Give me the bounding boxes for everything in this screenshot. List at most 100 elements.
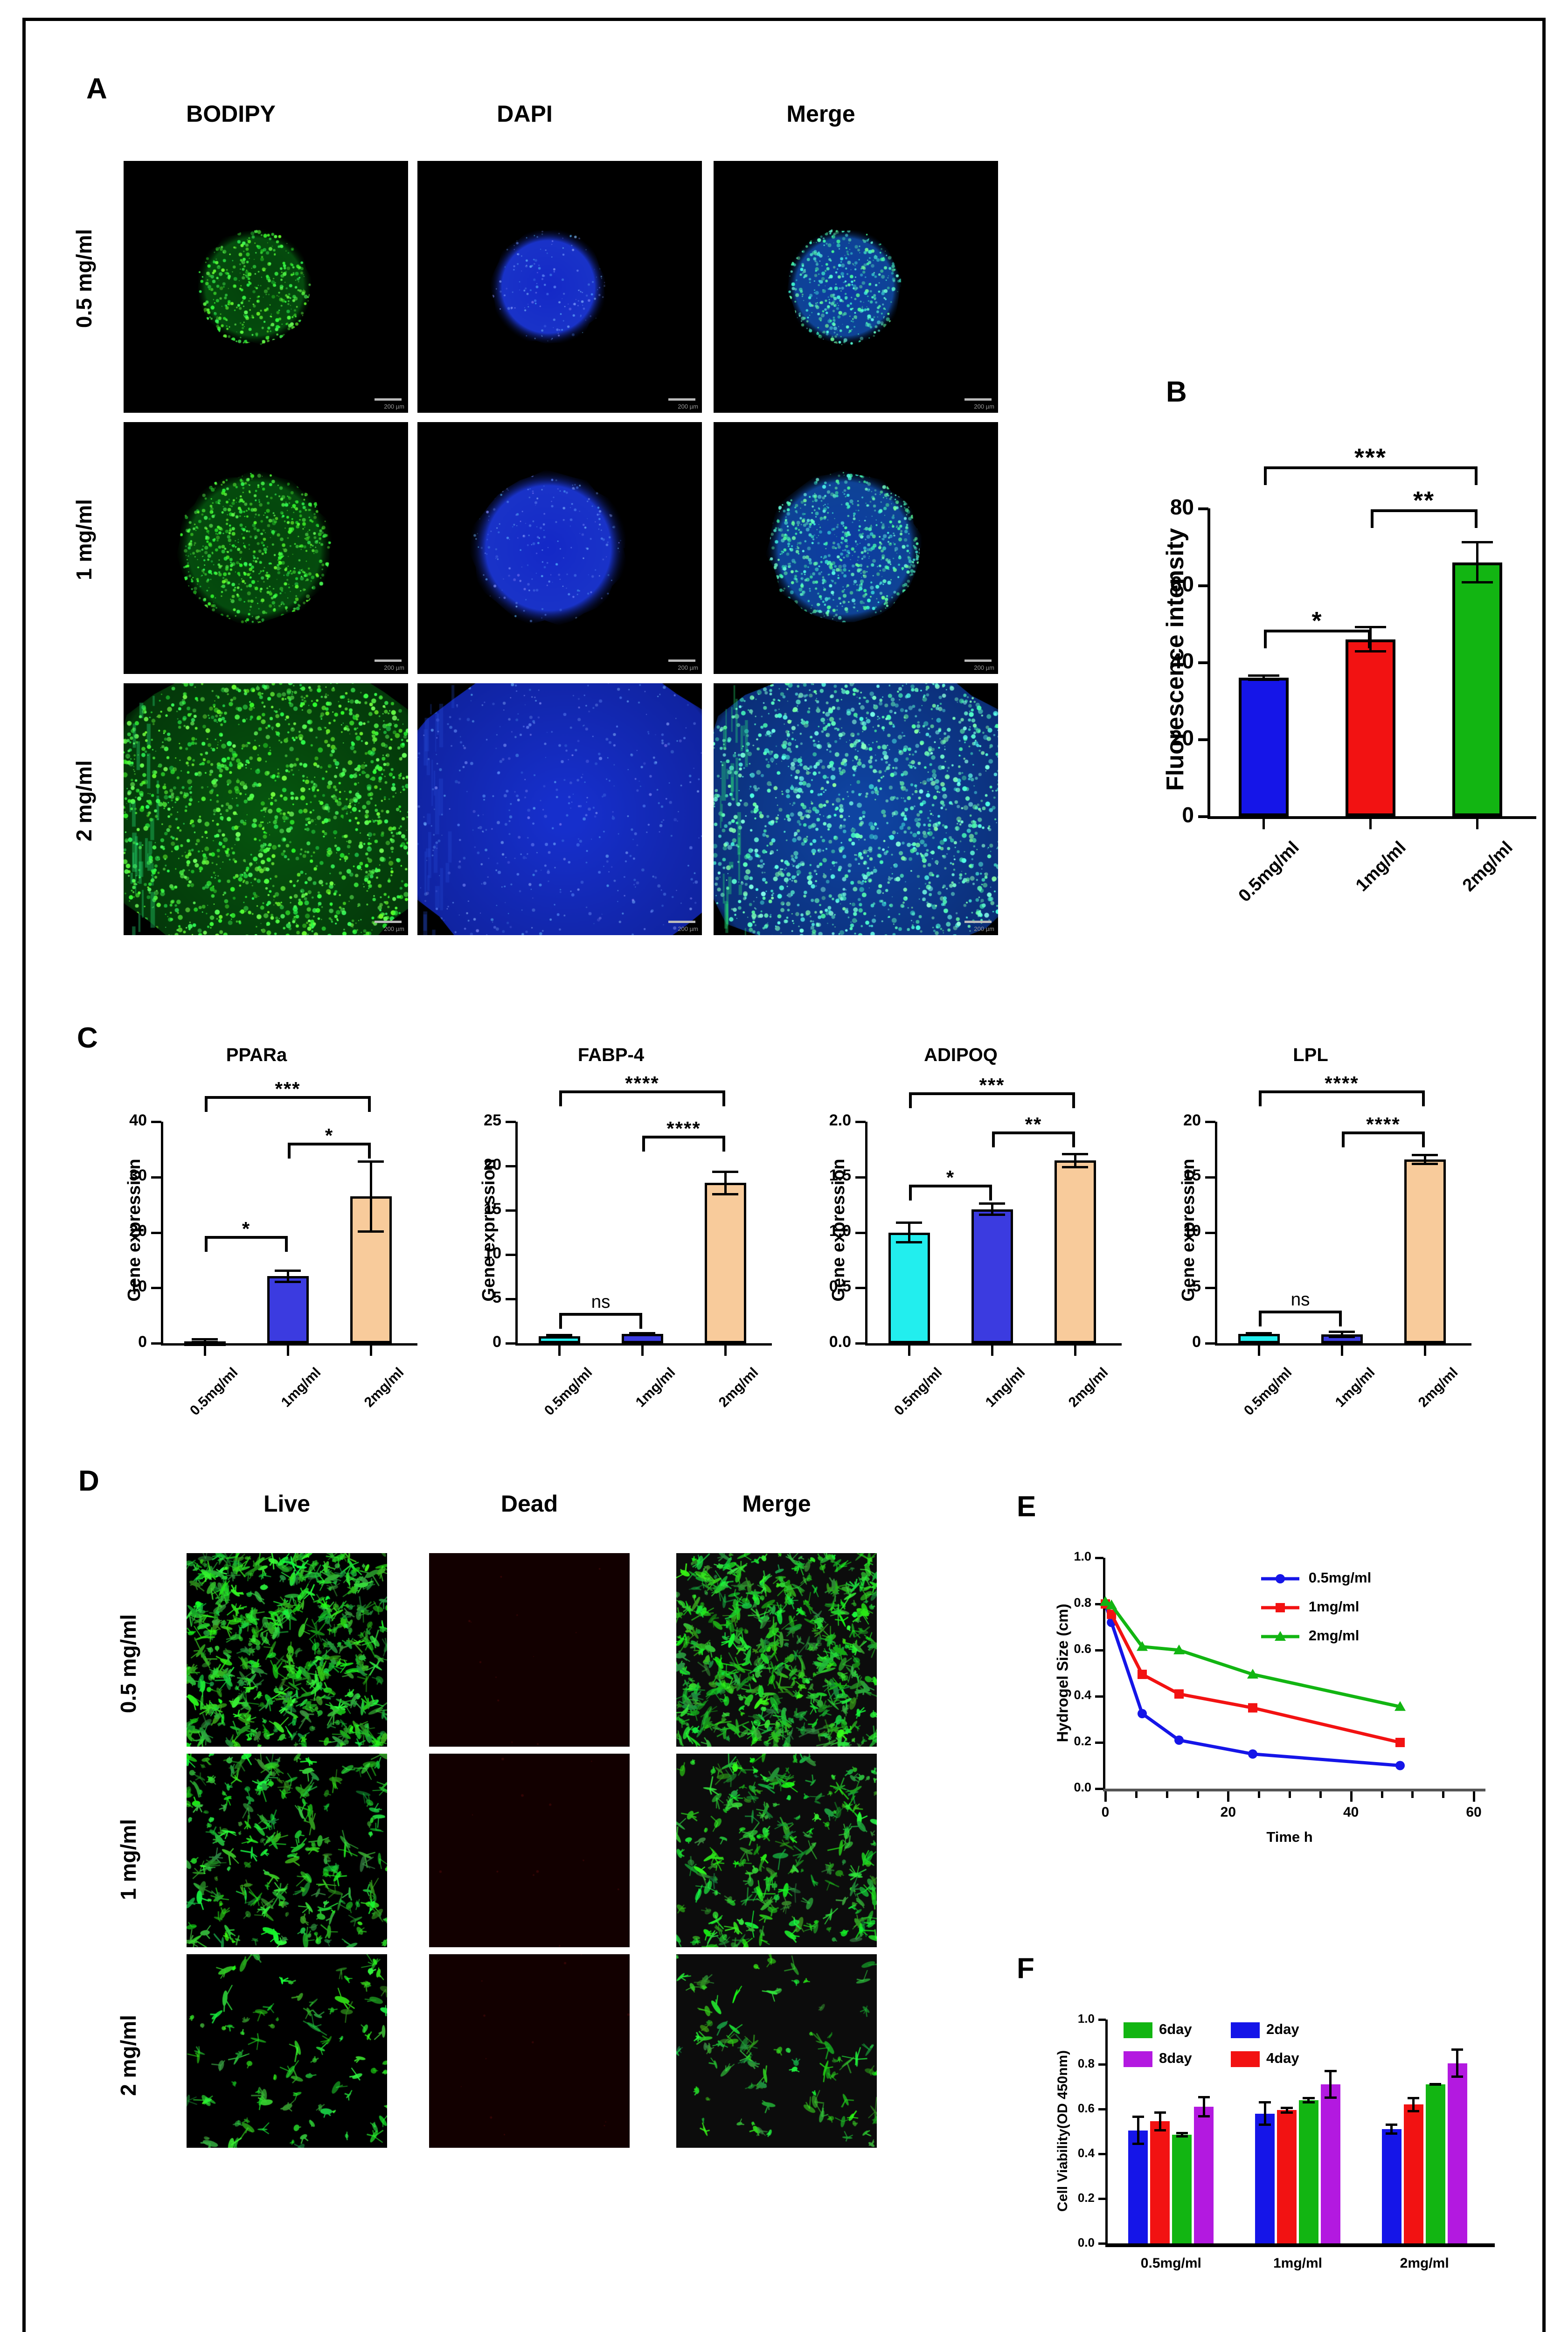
x-tick-label-0: 0.5mg/ml [541, 1365, 596, 1419]
panelD-row-label-0: 0.5 mg/ml [116, 1614, 140, 1714]
bracket-left [1263, 466, 1267, 485]
panelA-column-header-merge: Merge [786, 101, 855, 127]
y-tick-5 [1095, 1557, 1103, 1559]
y-tick-5 [506, 1121, 516, 1123]
y-axis-label: Fluorescence intensity [1162, 527, 1189, 791]
x-tick-10 [1166, 1791, 1168, 1798]
y-tick-label-0: 0 [1182, 802, 1194, 827]
sig-label-0: **** [1325, 1072, 1359, 1095]
sig-bracket-0 [559, 1090, 725, 1106]
x-tick-label-1: 1mg/ml [1332, 1365, 1378, 1410]
y-tick-label-3: 15 [1183, 1166, 1201, 1185]
bar-0.5mg/ml-2day [1128, 2130, 1148, 2243]
y-tick-label-5: 1.0 [1074, 1549, 1091, 1563]
bar-0.5mg/ml-6day [1172, 2135, 1192, 2243]
chart-title: ADIPOQ [924, 1045, 998, 1065]
y-axis-label: Gene expression [828, 1159, 848, 1302]
y-tick-label-3: 60 [1170, 571, 1194, 596]
error-cap-top-2 [1412, 1153, 1438, 1156]
scale-bar [964, 659, 992, 662]
bracket-bar [1263, 466, 1478, 469]
error-bar-2 [1423, 1153, 1426, 1165]
error-cap-bot-2mg/ml-6day [1429, 2083, 1442, 2086]
error-cap-top-1 [275, 1270, 301, 1272]
x-tick-2 [1074, 1346, 1076, 1356]
error-bar-2mg/ml-2day [1390, 2124, 1393, 2135]
series-marker-1mg/ml-3 [1174, 1689, 1184, 1699]
panel-letter-d: D [78, 1465, 99, 1497]
panelA-column-header-dapi: DAPI [497, 101, 553, 127]
series-line-2mg/ml [1104, 1600, 1401, 1708]
bracket-left [642, 1136, 645, 1152]
bracket-right [1367, 630, 1371, 648]
bracket-left [909, 1092, 912, 1108]
y-tick-label-2: 1.0 [829, 1222, 851, 1240]
x-tick-2 [724, 1346, 727, 1356]
y-tick-label-1: 0.5 [829, 1277, 851, 1295]
x-tick-label-1: 20 [1220, 1805, 1236, 1820]
x-tick-label-2: 40 [1343, 1805, 1359, 1820]
bracket-left [1259, 1090, 1262, 1106]
sig-bracket-2 [1263, 630, 1371, 648]
sig-label-0: *** [275, 1078, 301, 1100]
error-cap-bot-1 [979, 1213, 1005, 1216]
sig-bracket-0 [205, 1096, 371, 1112]
error-cap-top-2mg/ml-8day [1451, 2048, 1464, 2051]
scale-bar-label: 200 µm [678, 925, 698, 932]
error-bar-1 [286, 1270, 289, 1283]
x-tick-0 [203, 1346, 206, 1356]
error-bar-1 [991, 1202, 993, 1216]
bracket-bar [205, 1096, 371, 1099]
error-cap-top-0.5mg/ml-2day [1132, 2116, 1144, 2118]
bracket-bar [1342, 1131, 1425, 1134]
y-tick-0 [1205, 1342, 1215, 1345]
y-tick-label-0: 0 [1192, 1333, 1201, 1351]
legend-marker-2mg/ml [1261, 1631, 1299, 1641]
x-tick-2 [1423, 1346, 1426, 1356]
y-tick-label-2: 40 [1170, 648, 1194, 673]
bracket-left [1263, 630, 1267, 648]
error-cap-top-2mg/ml-4day [1408, 2096, 1420, 2099]
error-cap-top-0.5mg/ml-8day [1198, 2096, 1210, 2099]
bracket-right [1339, 1311, 1342, 1326]
error-bar-1 [1340, 1330, 1343, 1339]
panelA-image-r1-c0: 200 µm [124, 422, 408, 674]
sig-label-1: **** [1366, 1113, 1401, 1136]
series-marker-2mg/ml-5 [1395, 1701, 1406, 1711]
x-tick-label-0: 0.5mg/ml [891, 1365, 945, 1419]
legend-label-6day: 6day [1159, 2021, 1192, 2037]
x-tick-label-2: 2mg/ml [361, 1365, 407, 1410]
bracket-right [1422, 1131, 1425, 1147]
bracket-left [205, 1096, 208, 1112]
y-tick-0 [1198, 815, 1208, 818]
error-bar-1mg/ml-2day [1263, 2101, 1266, 2126]
y-tick-label-1: 0.2 [1077, 2191, 1095, 2205]
scale-bar-label: 200 µm [384, 664, 404, 671]
y-axis-line [1207, 508, 1210, 816]
panelD-image-r2-c0 [187, 1954, 387, 2148]
legend-swatch-8day [1124, 2051, 1152, 2067]
y-tick-4 [1205, 1121, 1215, 1123]
x-tick-label-2: 2mg/ml [1415, 1365, 1461, 1410]
error-cap-top-2mg/ml-2day [1386, 2124, 1398, 2126]
bar-0.5mg/ml-4day [1150, 2121, 1170, 2243]
x-tick-label-2: 2mg/ml [1400, 2256, 1449, 2271]
y-tick-2 [855, 1231, 866, 1234]
x-tick-0 [1257, 1346, 1260, 1356]
sig-bracket-0 [1263, 466, 1478, 485]
bar-2mg/ml-8day [1447, 2063, 1467, 2243]
error-cap-bot-0 [192, 1341, 218, 1343]
y-tick-label-2: 0.4 [1074, 1688, 1091, 1702]
panelD-image-r0-c0 [187, 1553, 387, 1747]
bracket-bar [909, 1185, 992, 1187]
panelB-barchart: 0 20 40 60 80 Fluorescence intensity 0.5mg/ml 1… [1129, 410, 1539, 909]
error-cap-top-0.5mg/ml-6day [1176, 2132, 1188, 2135]
x-tick-label-2: 2mg/ml [715, 1365, 762, 1410]
bracket-left [992, 1131, 995, 1147]
y-tick-2 [506, 1254, 516, 1256]
x-axis-line [161, 1343, 417, 1346]
chart-title: PPARa [226, 1045, 287, 1065]
bracket-bar [559, 1313, 642, 1316]
error-cap-top-2 [712, 1170, 738, 1173]
x-tick-2 [1476, 819, 1478, 829]
